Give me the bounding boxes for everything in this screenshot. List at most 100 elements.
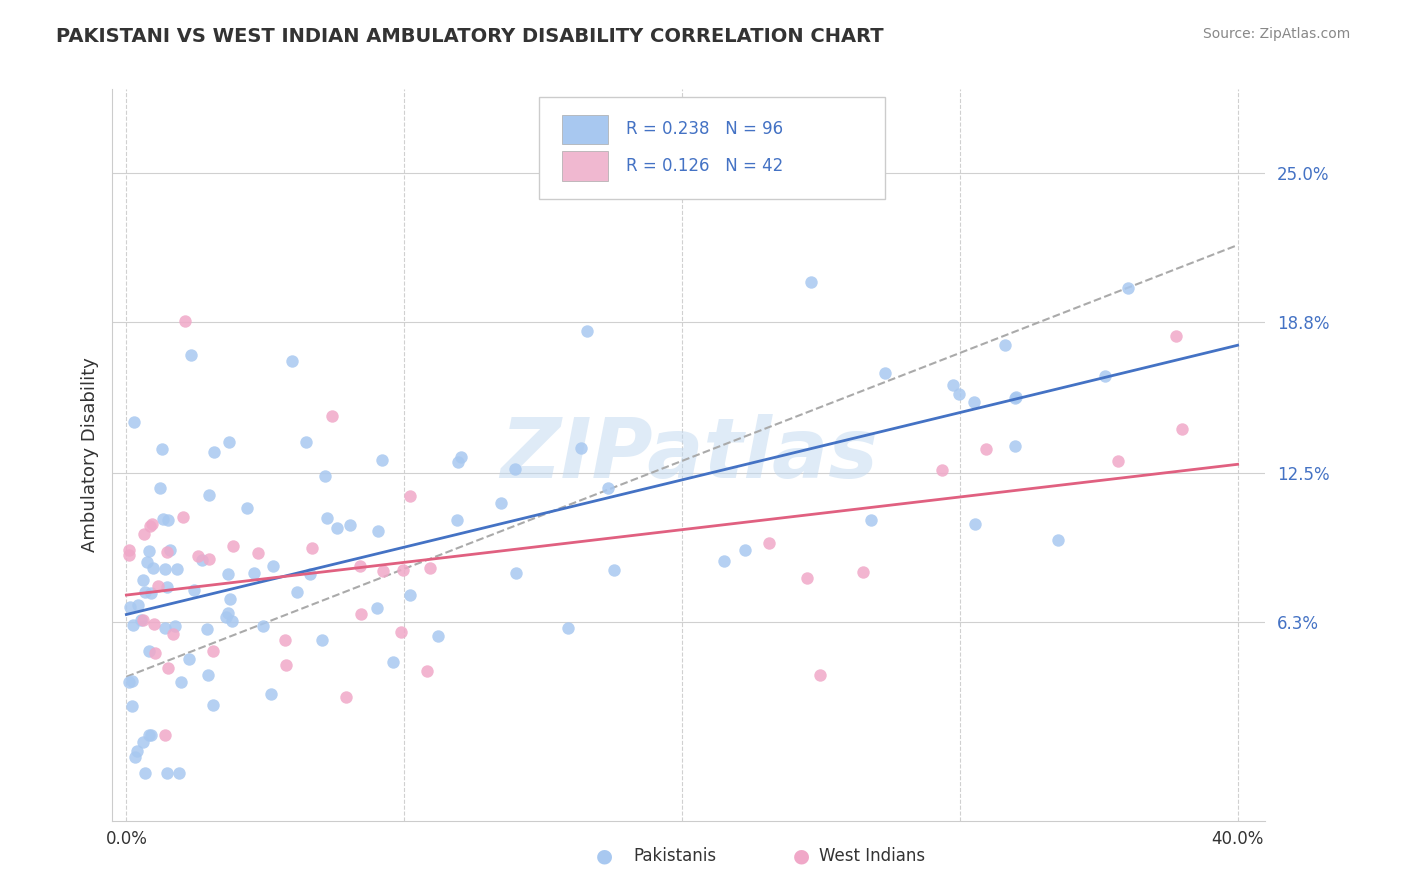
Point bbox=[191, 553, 214, 567]
Point bbox=[121, 698, 143, 713]
Point bbox=[122, 415, 145, 429]
Point bbox=[153, 561, 176, 575]
Point bbox=[339, 517, 361, 532]
Text: R = 0.126   N = 42: R = 0.126 N = 42 bbox=[626, 157, 783, 175]
Point bbox=[131, 613, 153, 627]
Point bbox=[734, 543, 756, 558]
Point bbox=[197, 668, 219, 682]
Point bbox=[382, 655, 405, 669]
Point bbox=[489, 496, 512, 510]
Point bbox=[398, 489, 420, 503]
Point bbox=[236, 500, 259, 515]
Point bbox=[1164, 329, 1187, 343]
Point bbox=[180, 348, 202, 362]
Point bbox=[576, 324, 599, 338]
Point bbox=[138, 644, 160, 658]
Point bbox=[301, 541, 323, 555]
FancyBboxPatch shape bbox=[538, 96, 884, 199]
Point bbox=[948, 387, 970, 401]
Point bbox=[118, 548, 141, 562]
Point bbox=[852, 566, 875, 580]
Point bbox=[139, 586, 162, 600]
Point bbox=[202, 445, 225, 459]
Point bbox=[150, 442, 173, 456]
Point bbox=[173, 314, 195, 328]
Point bbox=[172, 510, 194, 524]
Point bbox=[195, 622, 218, 636]
Point bbox=[136, 555, 159, 569]
Point bbox=[149, 481, 172, 495]
Point bbox=[243, 566, 266, 580]
Point bbox=[138, 544, 160, 558]
Point bbox=[557, 622, 579, 636]
Point bbox=[1047, 533, 1070, 547]
Point bbox=[156, 661, 179, 675]
Point bbox=[350, 607, 373, 622]
Point bbox=[276, 657, 298, 672]
Point bbox=[156, 580, 179, 594]
Point bbox=[138, 519, 160, 533]
Point bbox=[335, 690, 357, 704]
Point bbox=[142, 561, 165, 575]
Point bbox=[118, 542, 141, 557]
Point bbox=[316, 511, 339, 525]
Point bbox=[391, 624, 413, 639]
Point bbox=[326, 521, 349, 535]
Point bbox=[127, 598, 149, 612]
Point bbox=[134, 765, 156, 780]
Point bbox=[153, 621, 176, 635]
Point bbox=[156, 544, 179, 558]
Point bbox=[179, 652, 201, 666]
Point bbox=[219, 591, 242, 606]
Point bbox=[367, 524, 389, 538]
Point bbox=[596, 481, 619, 495]
Point bbox=[808, 668, 831, 682]
Point bbox=[1116, 281, 1139, 295]
Point bbox=[571, 442, 593, 456]
Point bbox=[371, 564, 394, 578]
Point bbox=[311, 632, 333, 647]
Point bbox=[132, 573, 155, 587]
Y-axis label: Ambulatory Disability: Ambulatory Disability bbox=[80, 358, 98, 552]
Point bbox=[274, 633, 297, 648]
Point bbox=[218, 435, 240, 450]
Point bbox=[202, 698, 225, 712]
Point bbox=[165, 618, 187, 632]
Point bbox=[758, 536, 780, 550]
Point bbox=[446, 513, 468, 527]
Point bbox=[281, 353, 304, 368]
Point bbox=[295, 435, 318, 450]
Point bbox=[170, 674, 193, 689]
Point bbox=[398, 588, 420, 602]
Point bbox=[132, 735, 155, 749]
Text: PAKISTANI VS WEST INDIAN AMBULATORY DISABILITY CORRELATION CHART: PAKISTANI VS WEST INDIAN AMBULATORY DISA… bbox=[56, 27, 884, 45]
Point bbox=[167, 765, 190, 780]
Point bbox=[222, 539, 245, 553]
Point bbox=[994, 338, 1017, 352]
Point bbox=[370, 453, 392, 467]
Point bbox=[252, 619, 274, 633]
Point bbox=[134, 527, 156, 541]
Point bbox=[875, 367, 897, 381]
Point bbox=[447, 454, 470, 468]
Point bbox=[145, 646, 167, 660]
Point bbox=[187, 549, 209, 563]
Point bbox=[125, 744, 148, 758]
FancyBboxPatch shape bbox=[562, 152, 609, 180]
Point bbox=[121, 673, 143, 688]
Point bbox=[156, 765, 179, 780]
Point bbox=[129, 613, 152, 627]
Point bbox=[259, 687, 281, 701]
Point bbox=[800, 275, 823, 289]
Point bbox=[152, 512, 174, 526]
Point bbox=[118, 674, 141, 689]
Text: Pakistanis: Pakistanis bbox=[633, 847, 717, 865]
Point bbox=[1171, 422, 1194, 436]
Point bbox=[450, 450, 472, 465]
Point bbox=[1004, 439, 1026, 453]
Text: ●: ● bbox=[793, 847, 810, 865]
Point bbox=[1094, 368, 1116, 383]
Point bbox=[942, 378, 965, 392]
Point bbox=[796, 571, 818, 585]
Text: Source: ZipAtlas.com: Source: ZipAtlas.com bbox=[1202, 27, 1350, 41]
